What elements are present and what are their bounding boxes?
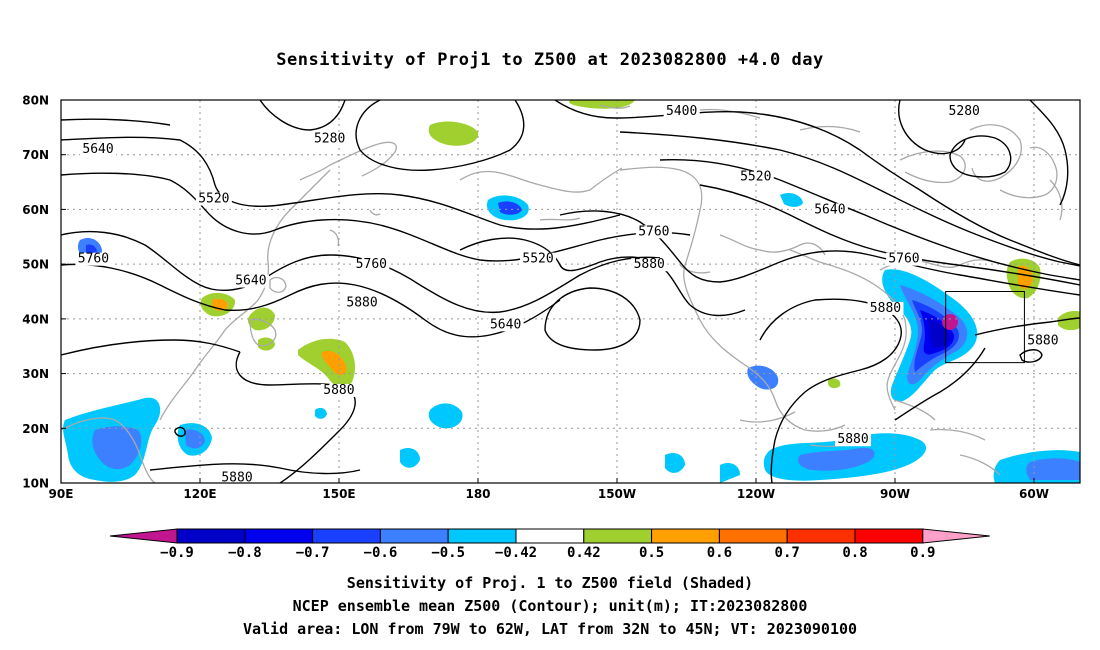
- caption-contour: NCEP ensemble mean Z500 (Contour); unit(…: [292, 597, 808, 615]
- colorbar-swatch: [176, 528, 246, 544]
- contour-label-background: [320, 383, 357, 397]
- contour-label-background: [219, 471, 256, 485]
- contour-label-background: [811, 203, 848, 217]
- lat-label: 60N: [22, 203, 49, 217]
- colorbar-swatch: [244, 528, 314, 544]
- contour-label: 5520: [522, 252, 553, 267]
- colorbar-swatch: [718, 528, 788, 544]
- contour-label: 5760: [356, 257, 387, 272]
- contour-label-background: [867, 301, 904, 315]
- colorbar-swatch: [786, 528, 856, 544]
- contour-label: 5880: [346, 295, 377, 310]
- contour-label: 5400: [666, 104, 697, 119]
- contour-label-background: [1024, 334, 1061, 348]
- contour-label: 5760: [78, 252, 109, 267]
- lat-label: 80N: [22, 94, 49, 108]
- contour-label: 5760: [888, 252, 919, 267]
- contour-label: 5640: [490, 317, 521, 332]
- lon-label: 150E: [322, 487, 355, 501]
- colorbar-label: 0.9: [910, 545, 935, 561]
- contour-label: 5880: [323, 383, 354, 398]
- colorbar-swatch: [312, 528, 381, 544]
- contour-label-background: [80, 143, 117, 157]
- contour-label-background: [311, 132, 348, 146]
- contour-label: 5880: [870, 301, 901, 316]
- lat-label: 10N: [22, 477, 49, 491]
- contour-label-background: [663, 104, 700, 118]
- lon-label: 60W: [1019, 487, 1049, 501]
- contour-label: 5880: [634, 257, 665, 272]
- colorbar-label: 0.42: [567, 545, 601, 561]
- contour-label: 5280: [949, 104, 980, 119]
- contour-label: 5280: [314, 131, 345, 146]
- contour-label: 5640: [814, 202, 845, 217]
- caption-valid-area: Valid area: LON from 79W to 62W, LAT fro…: [242, 620, 858, 638]
- lat-label: 50N: [22, 258, 49, 272]
- colorbar-label: 0.6: [707, 545, 732, 561]
- colorbar-swatch: [447, 528, 517, 544]
- lat-label: 70N: [22, 148, 49, 162]
- colorbar-swatch: [379, 528, 449, 544]
- lat-label: 40N: [22, 312, 49, 326]
- colorbar-swatch: [515, 528, 585, 544]
- colorbar-swatch: [651, 528, 720, 544]
- contour-label: 5760: [638, 224, 669, 239]
- lon-label: 150W: [598, 487, 636, 501]
- colorbar-swatch: [583, 528, 653, 544]
- coastlines: [61, 104, 1063, 483]
- caption-shaded: Sensitivity of Proj. 1 to Z500 field (Sh…: [346, 574, 754, 592]
- contour-label-background: [737, 170, 774, 184]
- contour-label: 5640: [235, 274, 266, 289]
- contour-label-background: [946, 104, 983, 118]
- contour-label-background: [232, 274, 269, 288]
- contour-label: 5520: [740, 170, 771, 185]
- colorbar-max-triangle: [922, 528, 990, 544]
- contour-label-background: [195, 192, 232, 206]
- colorbar-label: −0.7: [296, 545, 330, 561]
- lat-axis-labels: 10N 20N 30N 40N 50N 60N 70N 80N: [22, 94, 49, 491]
- z500-contours: [61, 100, 1080, 483]
- contour-label-background: [885, 252, 922, 266]
- colorbar-label: −0.5: [431, 545, 465, 561]
- contour-label-background: [353, 258, 390, 272]
- contour-label-background: [835, 433, 872, 447]
- lon-label: 120W: [737, 487, 775, 501]
- lat-label: 30N: [22, 367, 49, 381]
- contour-label-background: [487, 318, 524, 332]
- colorbar-label: −0.6: [364, 545, 398, 561]
- colorbar-label: 0.7: [775, 545, 800, 561]
- contour-label: 5880: [837, 432, 868, 447]
- plot-frame: [60, 99, 1081, 484]
- contour-label: 5520: [198, 191, 229, 206]
- lon-label: 90E: [49, 487, 74, 501]
- lon-label: 180: [465, 487, 490, 501]
- colorbar-label: 0.5: [639, 545, 664, 561]
- contour-label: 5880: [1027, 334, 1058, 349]
- contour-label-background: [75, 252, 112, 266]
- lon-label: 90W: [880, 487, 910, 501]
- contour-label-background: [520, 252, 557, 266]
- contour-label-background: [631, 258, 668, 272]
- sensitivity-shading: [63, 100, 1080, 483]
- lat-label: 20N: [22, 422, 49, 436]
- map-title: Sensitivity of Proj1 to Z500 at 20230828…: [276, 50, 824, 70]
- contour-label: 5640: [82, 142, 113, 157]
- colorbar-label: −0.42: [495, 545, 537, 561]
- lon-label: 120E: [183, 487, 216, 501]
- contour-label-background: [635, 225, 672, 239]
- colorbar-swatch: [854, 528, 924, 544]
- contour-labels: 5640 5280 5400 5520 5280 5520 5640 5760 5520 5880…: [75, 104, 1061, 486]
- colorbar: [109, 528, 990, 544]
- valid-area-box: [945, 291, 1025, 364]
- colorbar-labels: −0.9 −0.8 −0.7 −0.6 −0.5 −0.42 0.42 0.5 0.6 0.7 0.…: [160, 545, 935, 561]
- colorbar-label: −0.9: [160, 545, 194, 561]
- colorbar-min-triangle: [109, 528, 178, 544]
- colorbar-label: 0.8: [842, 545, 867, 561]
- contour-label-background: [344, 296, 381, 310]
- contour-label: 5880: [221, 471, 252, 486]
- lon-axis-labels: 90E 120E 150E 180 150W 120W 90W 60W: [49, 487, 1049, 501]
- colorbar-label: −0.8: [228, 545, 262, 561]
- tick-marks: [61, 99, 1035, 483]
